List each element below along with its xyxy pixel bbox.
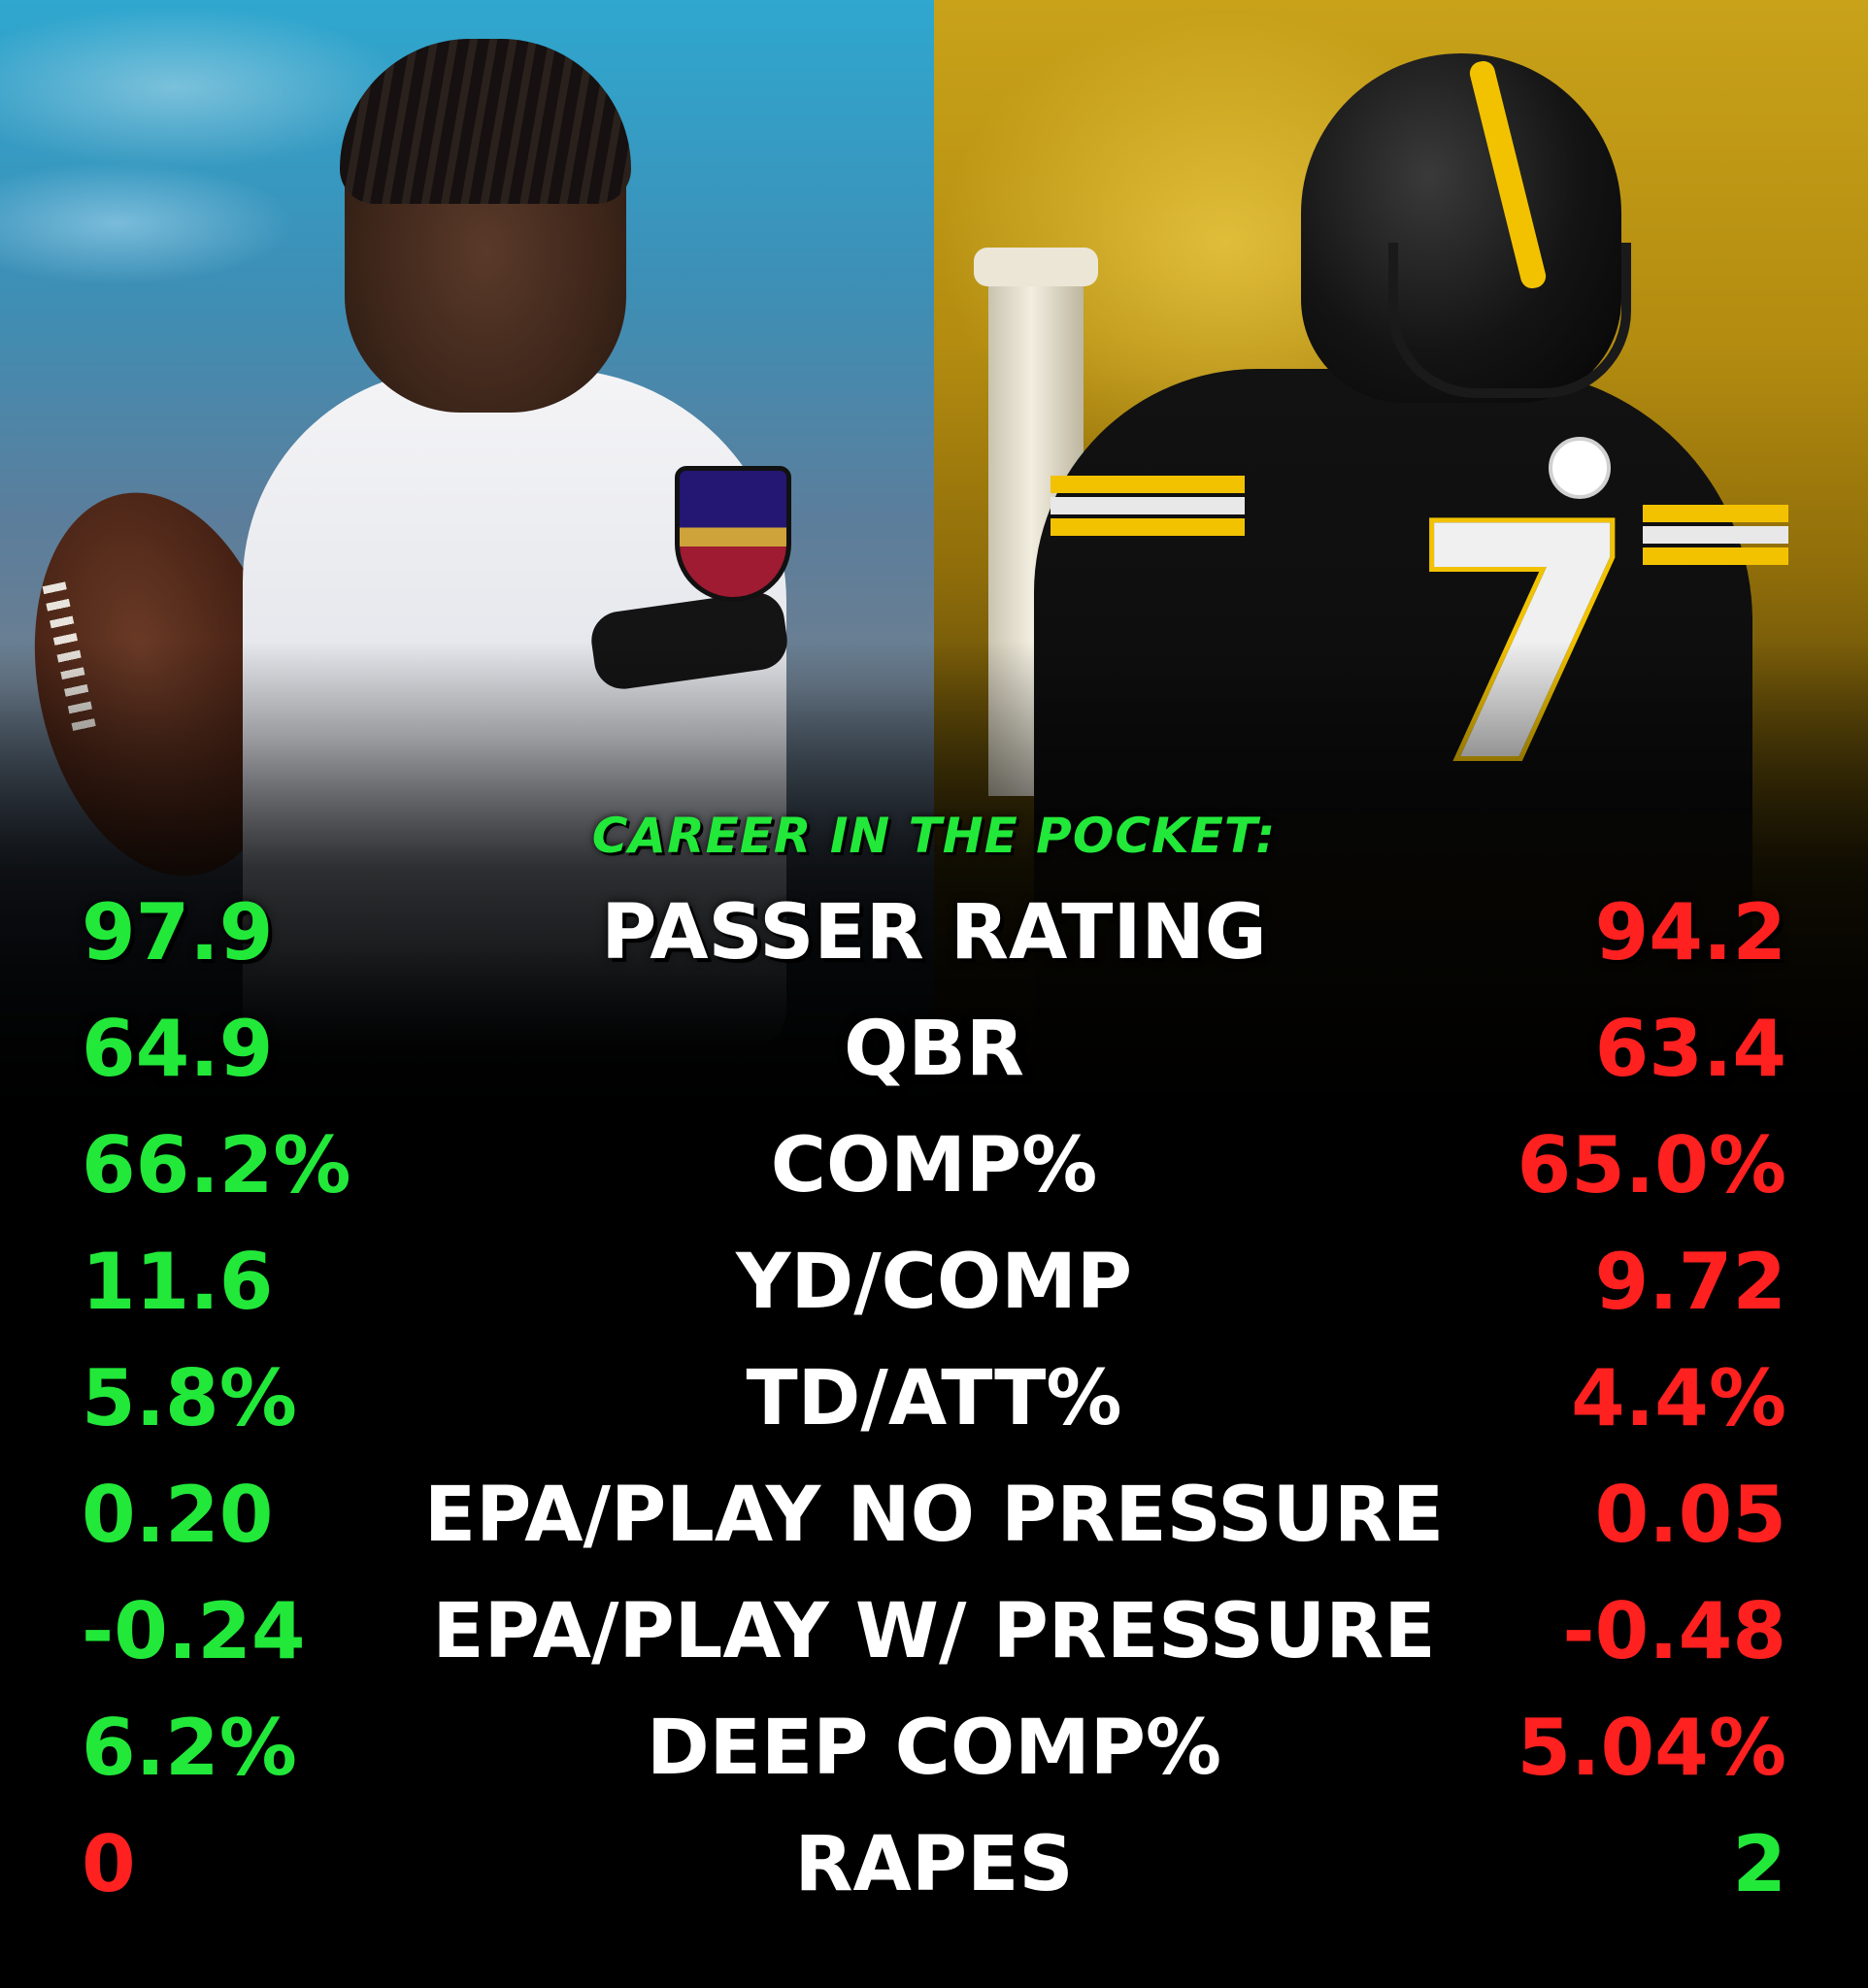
left-player-value: 97.9 — [82, 887, 274, 977]
stat-label: QBR — [844, 1006, 1024, 1093]
left-player-value: -0.24 — [82, 1586, 306, 1676]
right-player-value: 94.2 — [1594, 887, 1786, 977]
right-player-value: 9.72 — [1594, 1237, 1786, 1327]
stat-row: TD/ATT% 5.8% 4.4% — [0, 1344, 1868, 1453]
sleeve-stripe — [1643, 526, 1788, 544]
right-player-value: 2 — [1732, 1819, 1786, 1909]
steelers-logo-icon — [1549, 437, 1611, 499]
stat-label: COMP% — [770, 1122, 1098, 1209]
right-player-value: 5.04% — [1517, 1703, 1786, 1793]
right-photo-fade — [934, 641, 1868, 1145]
headline: CAREER IN THE POCKET: — [591, 808, 1277, 864]
stat-row: DEEP COMP% 6.2% 5.04% — [0, 1694, 1868, 1803]
stat-label: YD/COMP — [735, 1239, 1133, 1326]
stat-row: EPA/PLAY W/ PRESSURE -0.24 -0.48 — [0, 1577, 1868, 1686]
facemask — [1388, 243, 1631, 398]
left-player-hair — [340, 39, 631, 204]
right-player-value: 63.4 — [1594, 1004, 1786, 1094]
stat-row: QBR 64.9 63.4 — [0, 995, 1868, 1104]
right-player-value: -0.48 — [1562, 1586, 1786, 1676]
sleeve-stripe — [1051, 497, 1245, 514]
stat-row: EPA/PLAY NO PRESSURE 0.20 0.05 — [0, 1461, 1868, 1570]
right-player-value: 65.0% — [1517, 1120, 1786, 1210]
sleeve-stripe — [1051, 518, 1245, 536]
left-player-value: 11.6 — [82, 1237, 274, 1327]
stat-label: TD/ATT% — [746, 1355, 1122, 1442]
left-photo-fade — [0, 641, 934, 1145]
stadium-pillar-cap — [974, 248, 1098, 286]
ravens-crest-icon — [675, 466, 791, 602]
stat-row: RAPES 0 2 — [0, 1810, 1868, 1919]
stat-row: YD/COMP 11.6 9.72 — [0, 1228, 1868, 1337]
left-player-photo — [0, 0, 934, 1145]
right-player-value: 4.4% — [1571, 1353, 1786, 1443]
stat-row: PASSER RATING 97.9 94.2 — [0, 878, 1868, 987]
stat-row: COMP% 66.2% 65.0% — [0, 1111, 1868, 1220]
left-player-value: 66.2% — [82, 1120, 351, 1210]
stat-label: EPA/PLAY NO PRESSURE — [423, 1472, 1445, 1559]
sleeve-stripe — [1051, 476, 1245, 493]
left-player-value: 5.8% — [82, 1353, 297, 1443]
stat-label: DEEP COMP% — [646, 1705, 1222, 1792]
right-player-value: 0.05 — [1594, 1470, 1786, 1560]
stat-label: EPA/PLAY W/ PRESSURE — [432, 1588, 1436, 1675]
left-player-value: 0 — [82, 1819, 136, 1909]
stat-label: PASSER RATING — [601, 889, 1267, 977]
left-player-value: 6.2% — [82, 1703, 297, 1793]
left-player-value: 64.9 — [82, 1004, 274, 1094]
sleeve-stripe — [1643, 547, 1788, 565]
sleeve-stripe — [1643, 505, 1788, 522]
stat-label: RAPES — [794, 1821, 1074, 1908]
right-player-photo: 7 — [934, 0, 1868, 1145]
left-player-value: 0.20 — [82, 1470, 274, 1560]
